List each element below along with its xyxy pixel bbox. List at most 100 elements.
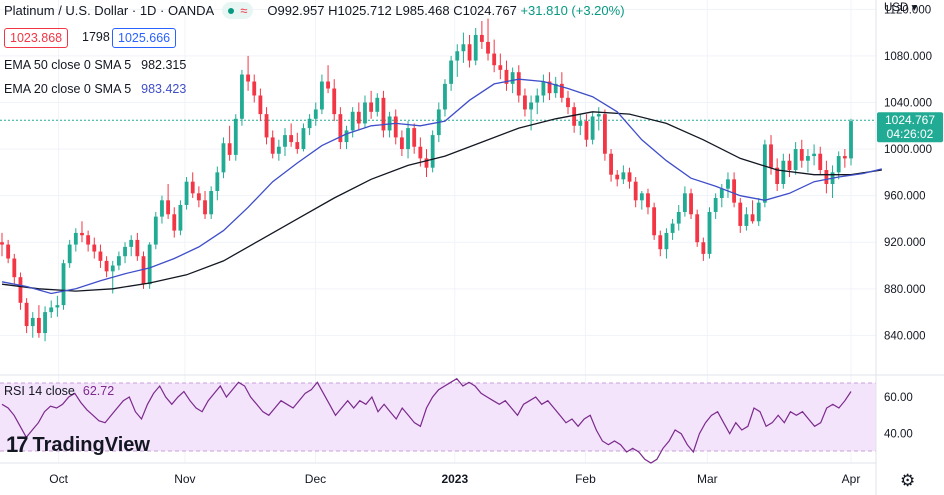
candle-body xyxy=(283,135,287,147)
candle-body xyxy=(744,214,749,226)
candle xyxy=(596,107,601,131)
candle-body xyxy=(787,160,792,171)
candle-body xyxy=(812,153,816,157)
candle xyxy=(399,130,404,157)
candle-body xyxy=(61,263,66,306)
candle xyxy=(701,237,706,261)
market-status-badge[interactable]: ≈ xyxy=(222,2,254,19)
indicator-ema50[interactable]: EMA 50 close 0 SMA 5 982.315 xyxy=(4,58,186,72)
candle xyxy=(166,184,171,219)
candle-body xyxy=(424,158,429,168)
candle-body xyxy=(166,200,171,215)
candle xyxy=(424,149,429,178)
tradingview-logo[interactable]: 17 TradingView xyxy=(6,432,150,458)
rsi-band xyxy=(0,383,876,451)
candle xyxy=(80,221,84,243)
candle xyxy=(633,177,638,208)
indicator-ema20[interactable]: EMA 20 close 0 SMA 5 983.423 xyxy=(4,82,186,96)
ema20-line xyxy=(1,78,882,295)
candle-body xyxy=(301,128,306,150)
candle xyxy=(603,109,607,161)
candle-body xyxy=(55,305,60,308)
candle xyxy=(806,149,810,173)
candle-body xyxy=(240,74,244,119)
candle xyxy=(153,211,158,250)
candle xyxy=(676,204,681,231)
indicator-rsi[interactable]: RSI 14 close 62.72 xyxy=(4,384,114,398)
chevron-down-icon: ▾ xyxy=(911,2,918,14)
candle-body xyxy=(307,118,312,129)
ohlc-values: O992.957 H1025.712 L985.468 C1024.767 +3… xyxy=(267,3,624,18)
candle-body xyxy=(209,190,214,215)
candle xyxy=(615,170,620,187)
candle-body xyxy=(695,214,700,243)
candle xyxy=(787,153,792,178)
candle xyxy=(553,76,558,98)
candles xyxy=(0,18,853,342)
candle xyxy=(842,149,847,168)
candle-body xyxy=(461,44,466,52)
candle xyxy=(24,298,29,334)
candle-body xyxy=(332,88,337,115)
candle xyxy=(726,172,730,198)
time-tick-label: Apr xyxy=(842,472,861,486)
candle xyxy=(338,107,343,150)
candle-body xyxy=(639,193,644,201)
candle xyxy=(824,160,829,194)
candle xyxy=(30,312,35,338)
spread-value: 1798 xyxy=(82,30,110,44)
candle-body xyxy=(750,214,755,222)
currency-selector[interactable]: USD ▾ xyxy=(884,2,918,14)
candle-body xyxy=(664,232,669,250)
candle xyxy=(516,65,521,103)
candle xyxy=(320,74,324,115)
change-value: +31.810 (+3.20%) xyxy=(520,3,625,18)
candle-body xyxy=(818,153,823,171)
price-tick-label: 1120.000 xyxy=(884,4,931,16)
candle xyxy=(61,259,66,310)
candle xyxy=(313,102,318,126)
candle xyxy=(639,190,644,210)
candle xyxy=(55,295,60,317)
candle-body xyxy=(559,83,564,98)
candle xyxy=(818,146,823,175)
candle xyxy=(196,186,201,208)
candle-body xyxy=(258,95,263,115)
candle xyxy=(141,251,146,289)
candle xyxy=(73,228,78,252)
candle xyxy=(584,114,589,147)
candle xyxy=(430,130,435,173)
candle-body xyxy=(781,160,786,185)
indicator-label: EMA 20 close 0 SMA 5 xyxy=(4,82,132,96)
candle-body xyxy=(381,97,386,131)
candle xyxy=(264,107,269,145)
candle xyxy=(590,111,595,145)
candle-body xyxy=(12,258,17,278)
candle-body xyxy=(203,200,207,215)
gear-icon[interactable]: ⚙ xyxy=(900,471,916,490)
candle xyxy=(541,74,546,103)
candle-body xyxy=(584,121,589,140)
candle xyxy=(609,149,613,182)
candle-body xyxy=(566,97,570,108)
bid-price-button[interactable]: 1023.868 xyxy=(4,28,69,48)
candle xyxy=(67,239,72,268)
last-price-tag: 1024.767 04:26:02 xyxy=(877,112,943,143)
candle-body xyxy=(467,44,472,61)
candle-body xyxy=(37,317,41,334)
candle-body xyxy=(196,193,201,201)
candle-body xyxy=(172,214,177,231)
candle-body xyxy=(356,111,361,124)
candle xyxy=(295,132,300,154)
ask-price-button[interactable]: 1025.666 xyxy=(112,28,177,48)
candle-body xyxy=(578,121,583,126)
candle-body xyxy=(455,51,460,61)
candle-body xyxy=(682,193,687,212)
indicator-label: RSI 14 close xyxy=(4,384,75,398)
time-tick-label: 2023 xyxy=(441,472,468,486)
symbol-title[interactable]: Platinum / U.S. Dollar · 1D · OANDA xyxy=(4,3,215,18)
candle-body xyxy=(726,179,730,189)
candle-body xyxy=(67,244,72,264)
candle-body xyxy=(221,143,226,173)
